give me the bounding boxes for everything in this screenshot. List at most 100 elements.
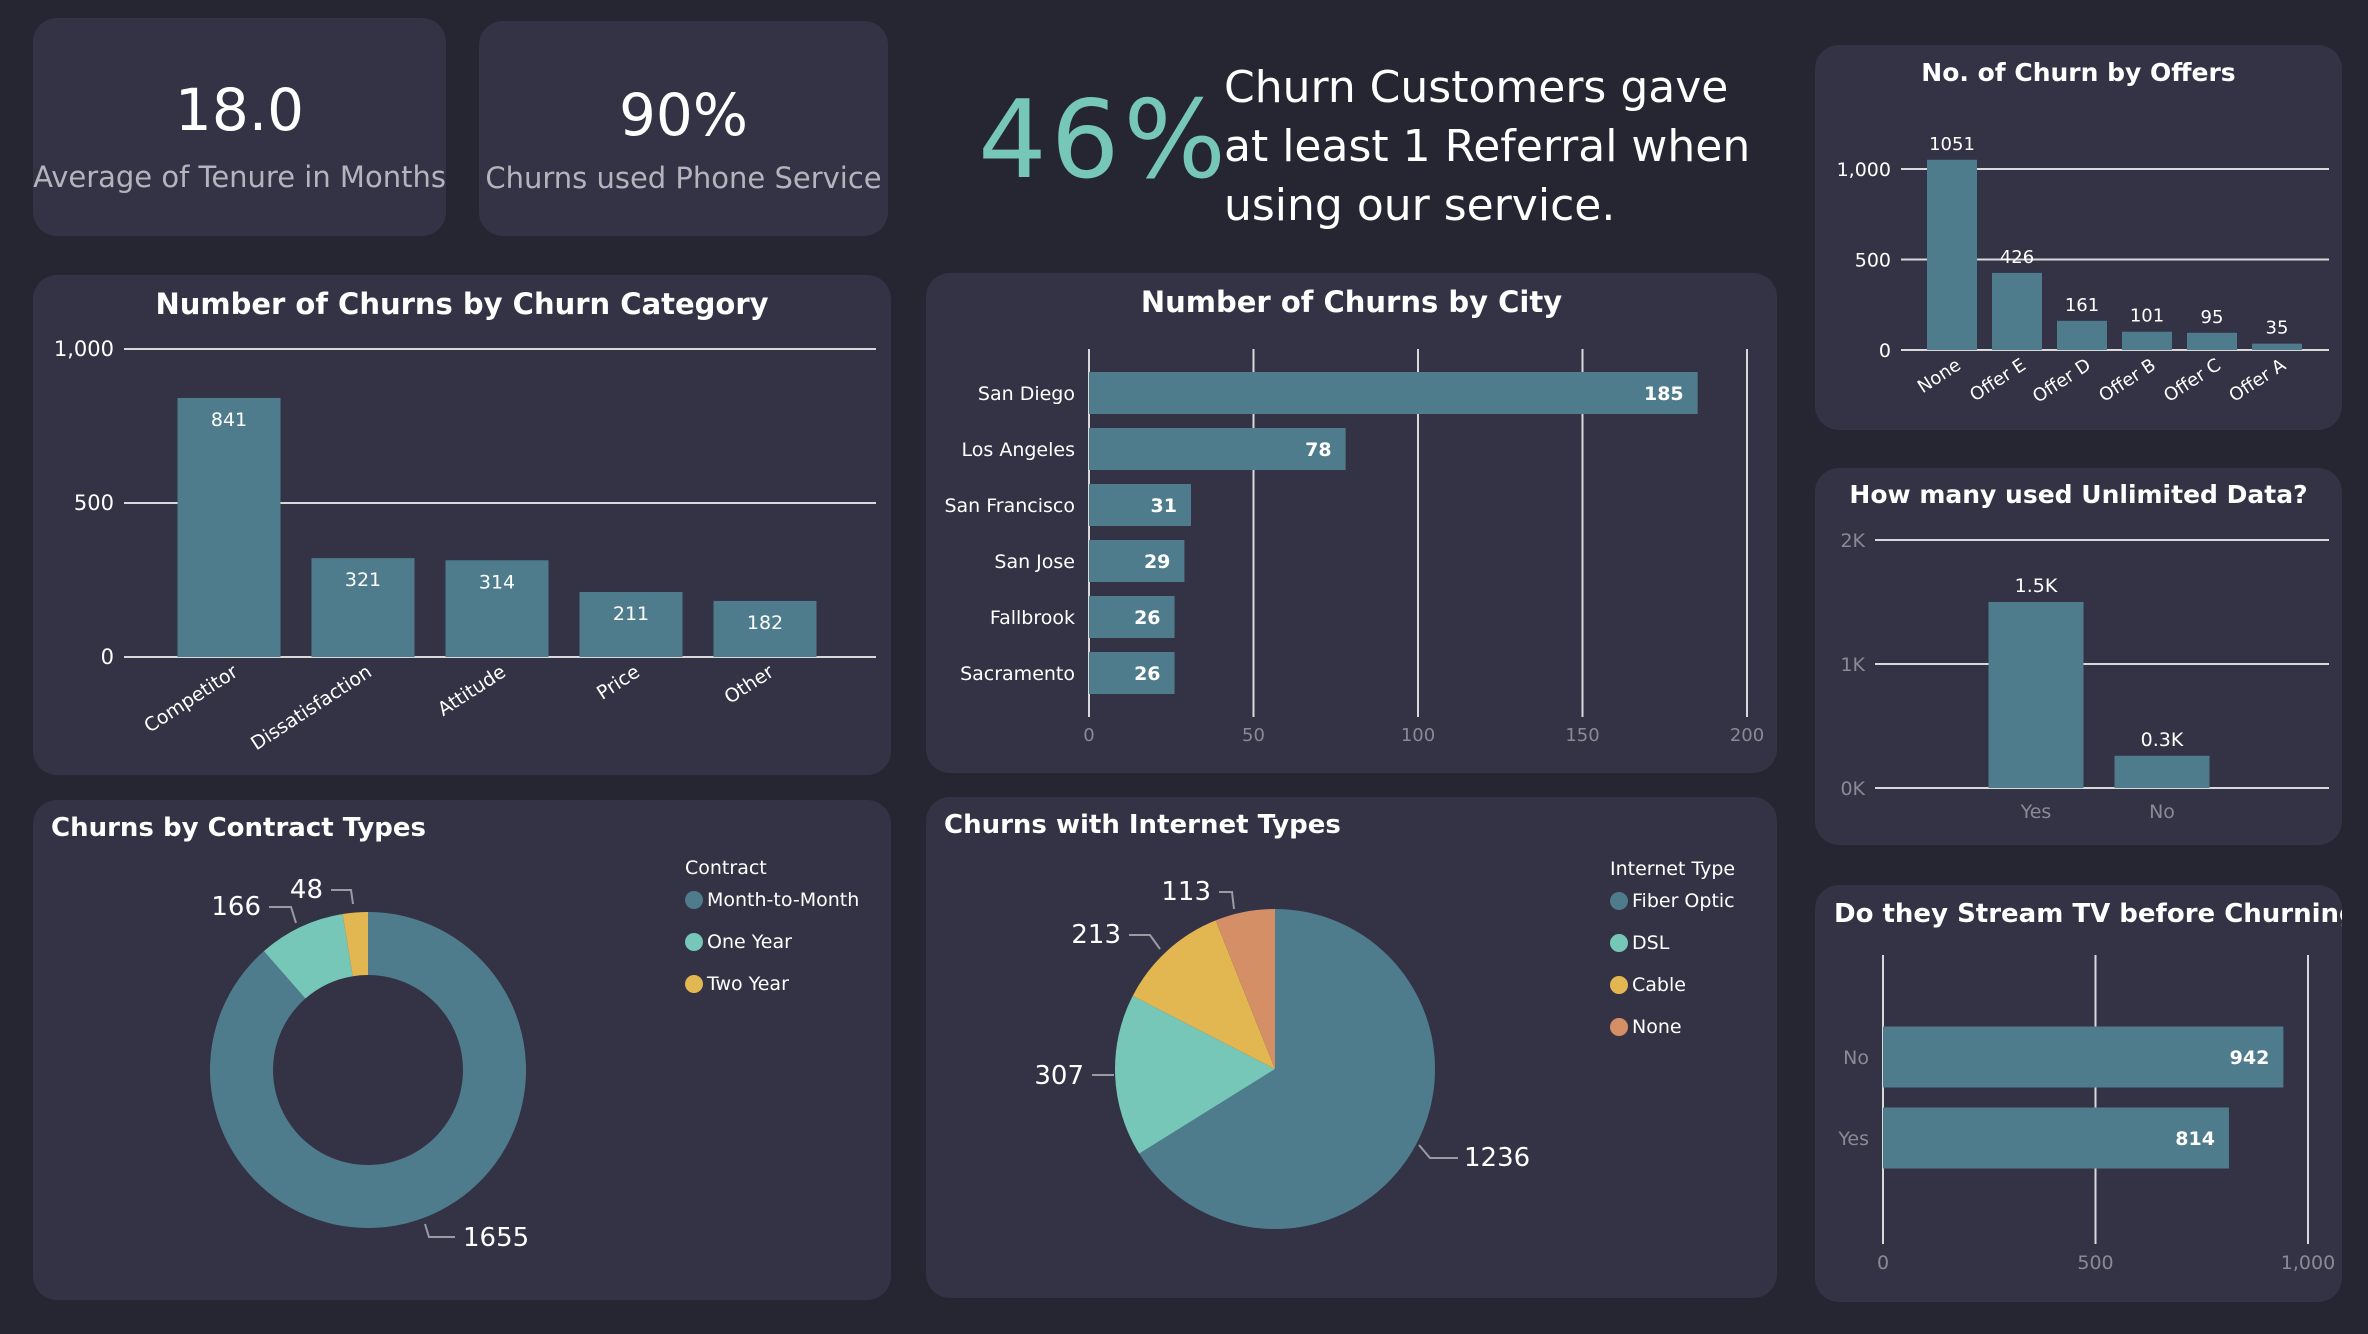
legend-item[interactable]: Month-to-Month	[685, 889, 859, 911]
data-label: 1236	[1464, 1143, 1530, 1173]
chart-svg: 0K 1K 2K 1.5K Yes 0.3K No	[1840, 530, 2329, 823]
data-label: 321	[345, 569, 381, 591]
bar	[1089, 652, 1175, 694]
legend-item[interactable]: Two Year	[685, 973, 789, 995]
data-label: 29	[1144, 551, 1170, 573]
x-category-label: Price	[593, 661, 644, 705]
data-label: 814	[2175, 1128, 2215, 1150]
data-label: 213	[1071, 920, 1121, 950]
bar	[1988, 602, 2084, 788]
chart-title: How many used Unlimited Data?	[1849, 480, 2308, 509]
data-label: 26	[1134, 663, 1160, 685]
data-label: 1051	[1929, 134, 1975, 155]
data-label: 1655	[463, 1223, 529, 1253]
bar	[1089, 596, 1175, 638]
leader-line	[269, 906, 297, 924]
contract-types-chart: Churns by Contract Types 1655 166 48 Contra…	[33, 800, 891, 1300]
data-label: 48	[290, 875, 323, 905]
y-tick-label: 0	[101, 645, 114, 669]
y-category-label: Yes	[1837, 1128, 1869, 1150]
data-label: 95	[2201, 307, 2224, 328]
x-category-label: Offer C	[2160, 355, 2225, 407]
churn-city-chart: Number of Churns by City 0 50 100 150 200 185…	[926, 273, 1777, 773]
bar	[713, 600, 817, 657]
legend-dot-icon	[685, 933, 703, 951]
data-label: 35	[2266, 318, 2289, 339]
pie-slice	[1215, 909, 1275, 1069]
bar	[311, 558, 415, 657]
legend-item[interactable]: One Year	[685, 931, 792, 953]
data-label: 185	[1644, 383, 1684, 405]
legend-dot-icon	[685, 975, 703, 993]
data-label: 161	[2065, 295, 2099, 316]
data-label: 166	[211, 892, 261, 922]
chart-title: Number of Churns by City	[1140, 285, 1563, 319]
y-category-label: Los Angeles	[962, 439, 1075, 461]
data-label: 307	[1034, 1061, 1084, 1091]
legend-label: Month-to-Month	[707, 889, 860, 911]
data-label: 314	[479, 571, 515, 593]
x-category-label: Attitude	[434, 661, 510, 721]
legend-item[interactable]: None	[1610, 1016, 1682, 1038]
pie-slice	[1115, 995, 1275, 1154]
legend-title: Contract	[685, 857, 767, 879]
bar	[2122, 331, 2172, 350]
bar	[1089, 372, 1698, 414]
legend-item[interactable]: DSL	[1610, 932, 1669, 954]
bar	[445, 560, 549, 657]
chart-title: Churns by Contract Types	[51, 813, 427, 843]
leader-line	[331, 889, 354, 905]
legend-item[interactable]: Cable	[1610, 974, 1686, 996]
x-tick-label: 0	[1877, 1252, 1889, 1274]
chart-svg: 0 50 100 150 200 185 San Diego 78 Los Angeles 31 S…	[944, 349, 1764, 746]
legend-dot-icon	[1610, 934, 1628, 952]
y-tick-label: 1K	[1840, 654, 1865, 676]
pie-slice	[1139, 909, 1435, 1229]
bar	[1992, 272, 2042, 350]
bar	[579, 592, 683, 657]
legend-dot-icon	[1610, 892, 1628, 910]
stream-tv-chart: Do they Stream TV before Churning? 0 500 1…	[1815, 885, 2342, 1302]
kpi-value: 18.0	[174, 76, 305, 144]
data-label: 113	[1161, 877, 1211, 907]
bar	[1089, 484, 1191, 526]
chart-svg: 1655 166 48	[210, 875, 529, 1253]
y-category-label: San Jose	[994, 551, 1075, 573]
x-category-label: Yes	[2020, 801, 2052, 823]
x-category-label: None	[1914, 355, 1965, 398]
x-category-label: No	[2149, 801, 2175, 823]
pie-slice	[342, 912, 368, 977]
x-category-label: Other	[720, 661, 777, 709]
bar	[1883, 1026, 2284, 1088]
unlimited-data-chart: How many used Unlimited Data? 0K 1K 2K 1.5K…	[1815, 468, 2342, 845]
legend-dot-icon	[1610, 976, 1628, 994]
data-label: 0.3K	[2141, 729, 2184, 751]
data-label: 841	[211, 409, 247, 431]
x-tick-label: 500	[2077, 1252, 2113, 1274]
bar	[1883, 1107, 2229, 1169]
chart-title: Do they Stream TV before Churning?	[1834, 899, 2342, 929]
y-tick-label: 0K	[1840, 778, 1865, 800]
x-category-label: Offer A	[2225, 354, 2290, 406]
bar	[2057, 320, 2107, 350]
legend-item[interactable]: Fiber Optic	[1610, 890, 1735, 912]
bar	[1927, 159, 1977, 350]
kpi-value: 90%	[619, 81, 748, 149]
y-tick-label: 0	[1879, 340, 1891, 362]
legend-title: Internet Type	[1610, 858, 1736, 880]
x-tick-label: 50	[1242, 725, 1265, 746]
x-category-label: Offer B	[2095, 355, 2159, 407]
data-label: 1.5K	[2015, 575, 2058, 597]
data-label: 26	[1134, 607, 1160, 629]
y-tick-label: 1,000	[54, 337, 114, 361]
data-label: 426	[2000, 247, 2034, 268]
y-tick-label: 2K	[1840, 530, 1865, 552]
pie-slice	[263, 914, 353, 999]
x-tick-label: 150	[1565, 725, 1599, 746]
kpi-label: Average of Tenure in Months	[33, 160, 446, 194]
legend-dot-icon	[685, 891, 703, 909]
legend-label: Fiber Optic	[1632, 890, 1735, 912]
bar	[2114, 755, 2210, 788]
y-tick-label: 500	[74, 491, 114, 515]
y-category-label: San Francisco	[944, 495, 1075, 517]
